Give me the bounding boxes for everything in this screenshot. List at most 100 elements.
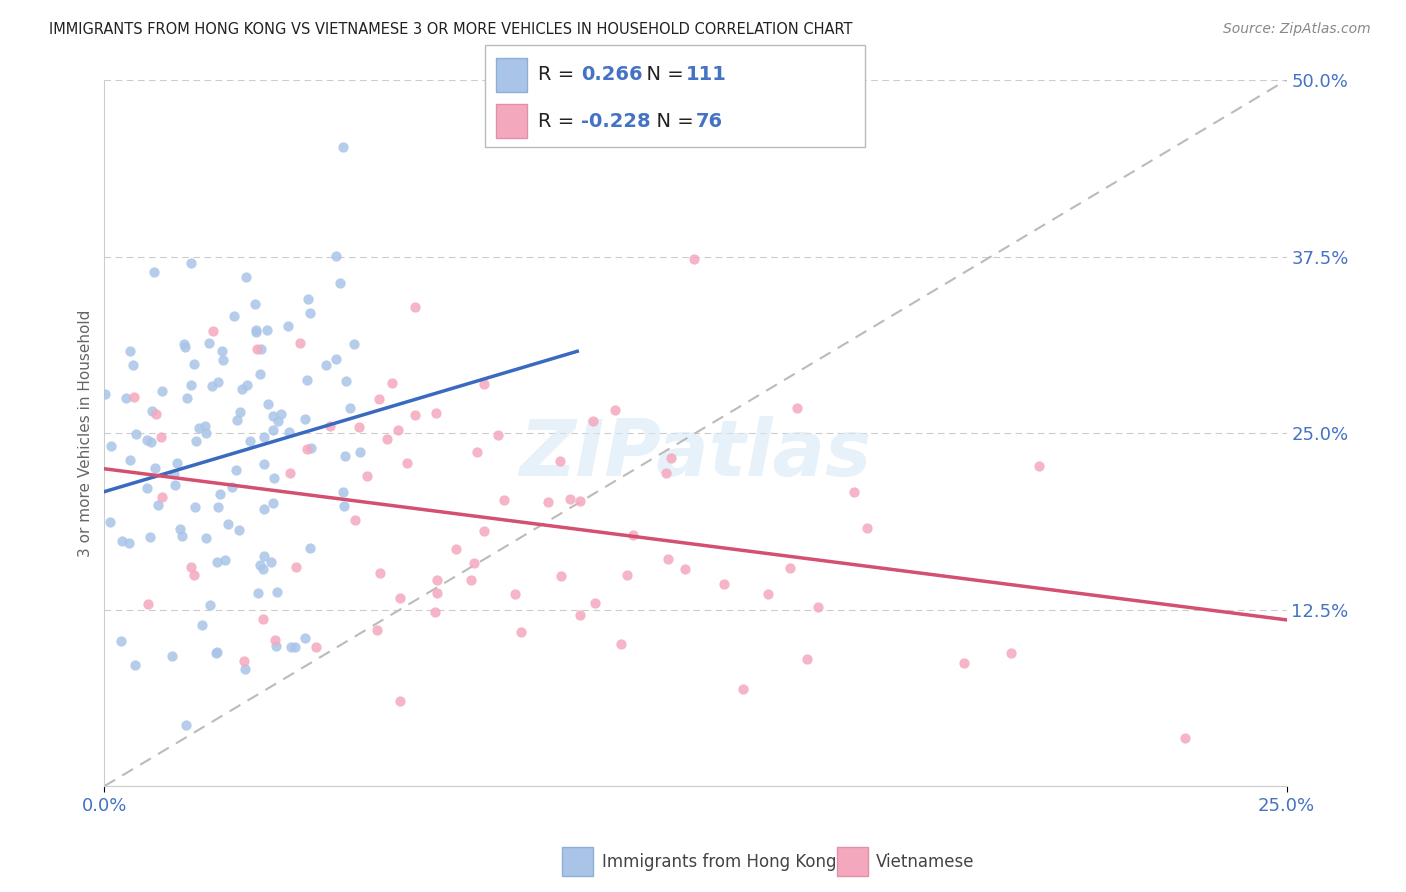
Point bbox=[150, 490, 173, 504]
Text: 111: 111 bbox=[686, 65, 727, 85]
Point bbox=[163, 478, 186, 492]
Point bbox=[253, 458, 276, 472]
Point bbox=[111, 534, 134, 549]
Point bbox=[329, 277, 352, 291]
Point bbox=[343, 337, 366, 351]
Point bbox=[253, 549, 276, 563]
Point bbox=[260, 555, 283, 569]
Point bbox=[426, 573, 449, 587]
Point bbox=[173, 336, 195, 351]
Point bbox=[807, 599, 830, 614]
Point bbox=[150, 430, 173, 444]
Point bbox=[550, 569, 572, 583]
Point bbox=[120, 344, 142, 359]
Point bbox=[550, 454, 572, 468]
Point bbox=[284, 640, 307, 655]
Point bbox=[856, 521, 879, 535]
Point bbox=[796, 652, 818, 666]
Point bbox=[426, 586, 449, 600]
Point bbox=[842, 485, 865, 500]
Point bbox=[183, 357, 205, 371]
Text: R =: R = bbox=[538, 112, 581, 131]
Point bbox=[245, 323, 267, 337]
Point bbox=[347, 420, 370, 434]
Point bbox=[616, 568, 638, 582]
Point bbox=[1028, 458, 1050, 473]
Point bbox=[228, 405, 250, 419]
Text: R =: R = bbox=[538, 65, 581, 85]
Point bbox=[278, 466, 301, 480]
Point bbox=[356, 469, 378, 483]
Point bbox=[180, 378, 202, 392]
Point bbox=[214, 553, 236, 567]
Point bbox=[142, 265, 165, 279]
Point bbox=[463, 556, 485, 570]
Point bbox=[228, 523, 250, 537]
Point bbox=[299, 541, 322, 556]
Point bbox=[621, 527, 644, 541]
Point bbox=[368, 392, 391, 406]
Point bbox=[366, 623, 388, 637]
Text: 0.266: 0.266 bbox=[581, 65, 643, 85]
Point bbox=[344, 513, 367, 527]
Point bbox=[184, 434, 207, 449]
Point bbox=[568, 608, 591, 623]
Point bbox=[136, 481, 159, 495]
Point bbox=[138, 530, 160, 544]
Point bbox=[124, 426, 146, 441]
Point bbox=[779, 561, 801, 575]
Point bbox=[332, 485, 354, 500]
Point bbox=[194, 425, 217, 440]
Point bbox=[368, 566, 391, 580]
Point bbox=[713, 577, 735, 591]
Point bbox=[560, 491, 582, 506]
Point bbox=[277, 318, 299, 333]
Point bbox=[288, 336, 311, 351]
Point bbox=[145, 407, 167, 421]
Point bbox=[253, 501, 276, 516]
Point bbox=[226, 413, 249, 427]
Point bbox=[299, 442, 322, 456]
Point bbox=[233, 654, 256, 668]
Point bbox=[207, 500, 229, 515]
Point bbox=[184, 500, 207, 515]
Point bbox=[486, 427, 509, 442]
Point bbox=[146, 499, 169, 513]
Point bbox=[305, 640, 328, 655]
Point bbox=[122, 390, 145, 404]
Point bbox=[187, 421, 209, 435]
Point bbox=[205, 555, 228, 569]
Point bbox=[170, 529, 193, 543]
Text: N =: N = bbox=[644, 112, 700, 131]
Point bbox=[201, 324, 224, 338]
Point bbox=[118, 453, 141, 467]
Point bbox=[139, 434, 162, 449]
Point bbox=[278, 425, 301, 440]
Point bbox=[176, 391, 198, 405]
Point bbox=[211, 343, 233, 358]
Point bbox=[335, 375, 357, 389]
Point bbox=[444, 542, 467, 557]
Point bbox=[253, 430, 276, 444]
Point bbox=[380, 376, 402, 390]
Point bbox=[100, 439, 122, 453]
Point bbox=[294, 631, 316, 645]
Point bbox=[138, 597, 160, 611]
Point bbox=[297, 292, 319, 306]
Point bbox=[339, 401, 361, 416]
Point bbox=[297, 442, 319, 457]
Point bbox=[387, 423, 409, 437]
Point bbox=[166, 456, 188, 470]
Point bbox=[404, 300, 426, 314]
Point bbox=[209, 487, 232, 501]
Point bbox=[262, 423, 284, 437]
Text: N =: N = bbox=[634, 65, 690, 85]
Point bbox=[756, 587, 779, 601]
Point bbox=[325, 352, 347, 367]
Point bbox=[162, 648, 184, 663]
Point bbox=[110, 634, 132, 648]
Point bbox=[150, 384, 173, 398]
Point bbox=[217, 517, 239, 532]
Point bbox=[194, 418, 217, 433]
Point bbox=[332, 140, 354, 154]
